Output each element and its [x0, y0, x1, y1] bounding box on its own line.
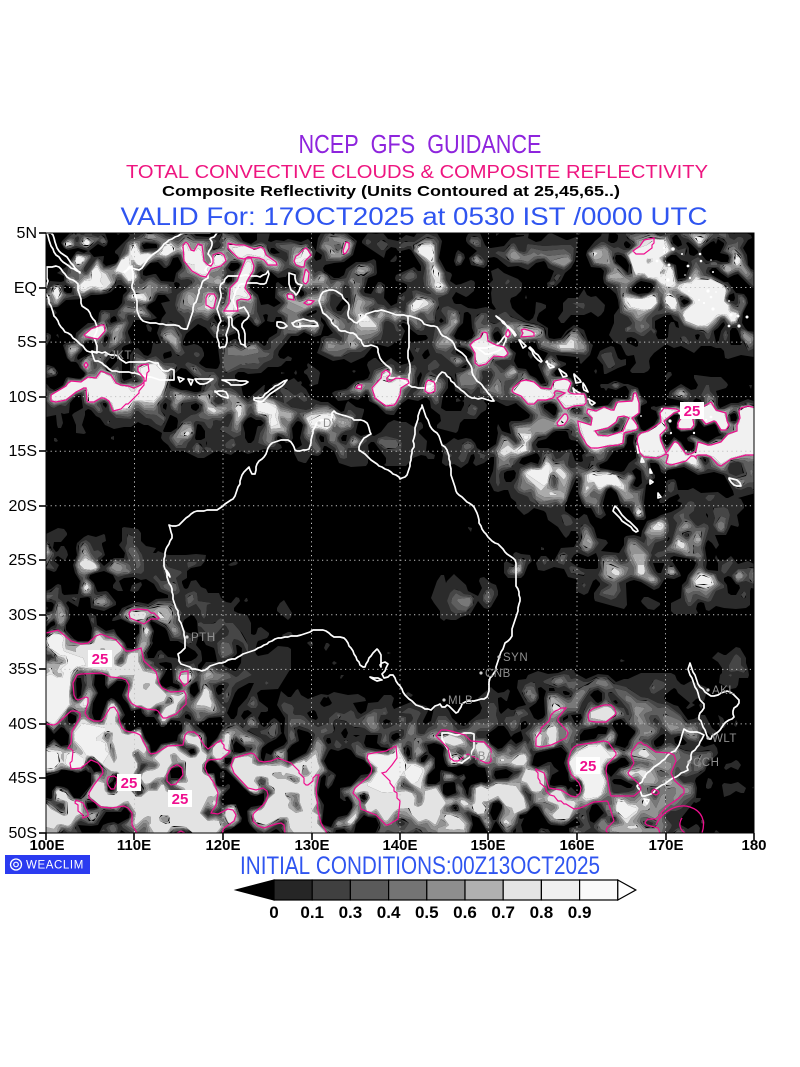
svg-text:5N: 5N	[17, 225, 37, 242]
svg-text:HBA: HBA	[469, 751, 494, 763]
svg-text:PTH: PTH	[191, 632, 216, 644]
svg-text:25: 25	[172, 791, 189, 808]
svg-text:EQ: EQ	[14, 280, 37, 297]
svg-text:0: 0	[269, 903, 278, 922]
svg-text:0.7: 0.7	[491, 903, 515, 922]
svg-text:180: 180	[741, 837, 766, 854]
svg-text:25: 25	[580, 758, 597, 775]
svg-text:170E: 170E	[648, 837, 683, 854]
svg-text:50S: 50S	[9, 825, 37, 842]
svg-text:15S: 15S	[9, 443, 37, 460]
svg-text:DWN: DWN	[323, 418, 352, 430]
svg-text:SYN: SYN	[503, 652, 528, 664]
svg-text:0.9: 0.9	[568, 903, 592, 922]
svg-text:AKL: AKL	[712, 685, 735, 697]
svg-text:CNB: CNB	[485, 668, 511, 680]
svg-text:140E: 140E	[382, 837, 417, 854]
svg-text:0.8: 0.8	[530, 903, 554, 922]
svg-text:0.4: 0.4	[377, 903, 401, 922]
svg-text:0.1: 0.1	[300, 903, 324, 922]
svg-text:INITIAL CONDITIONS:00Z13OCT202: INITIAL CONDITIONS:00Z13OCT2025	[240, 852, 600, 880]
svg-text:VALID For: 17OCT2025 at 0530 I: VALID For: 17OCT2025 at 0530 IST /0000 U…	[121, 203, 708, 231]
svg-text:25: 25	[121, 775, 138, 792]
svg-text:CCH: CCH	[693, 757, 719, 769]
svg-text:25S: 25S	[9, 552, 37, 569]
svg-text:JKT: JKT	[110, 350, 132, 362]
svg-text:20S: 20S	[9, 498, 37, 515]
svg-text:0.6: 0.6	[453, 903, 477, 922]
svg-text:45S: 45S	[9, 770, 37, 787]
svg-text:NCEP GFS GUIDANCE: NCEP GFS GUIDANCE	[299, 129, 542, 159]
svg-text:Composite Reflectivity (Units: Composite Reflectivity (Units Contoured …	[162, 183, 620, 200]
svg-text:120E: 120E	[205, 837, 240, 854]
svg-text:TOTAL CONVECTIVE CLOUDS & COMP: TOTAL CONVECTIVE CLOUDS & COMPOSITE REFL…	[126, 162, 708, 182]
svg-text:150E: 150E	[470, 837, 505, 854]
svg-text:MLB: MLB	[448, 695, 473, 707]
svg-text:100E: 100E	[29, 837, 64, 854]
svg-text:30S: 30S	[9, 607, 37, 624]
svg-text:WEACLIM: WEACLIM	[26, 860, 84, 872]
svg-text:35S: 35S	[9, 661, 37, 678]
svg-text:110E: 110E	[117, 837, 151, 854]
svg-text:10S: 10S	[9, 389, 37, 406]
svg-text:WLT: WLT	[712, 733, 737, 745]
svg-text:130E: 130E	[294, 837, 329, 854]
svg-text:25: 25	[684, 403, 701, 420]
svg-text:160E: 160E	[559, 837, 594, 854]
svg-text:5S: 5S	[17, 334, 37, 351]
svg-text:25: 25	[92, 651, 109, 668]
svg-text:40S: 40S	[9, 716, 37, 733]
svg-text:0.5: 0.5	[415, 903, 439, 922]
svg-text:0.3: 0.3	[339, 903, 363, 922]
